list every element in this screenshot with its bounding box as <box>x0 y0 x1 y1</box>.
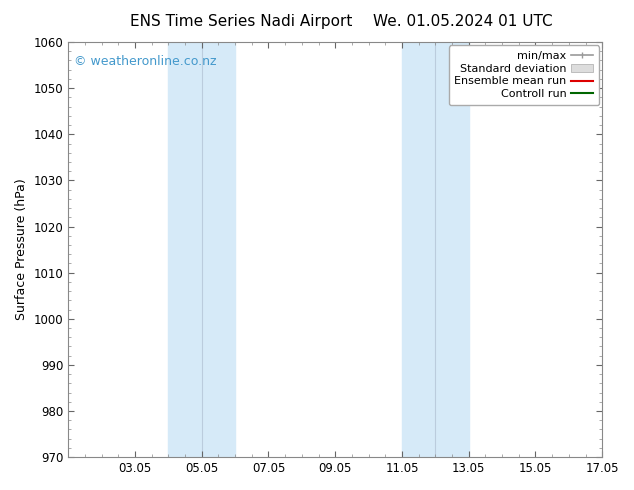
Legend: min/max, Standard deviation, Ensemble mean run, Controll run: min/max, Standard deviation, Ensemble me… <box>449 46 599 105</box>
Y-axis label: Surface Pressure (hPa): Surface Pressure (hPa) <box>15 179 28 320</box>
Text: We. 01.05.2024 01 UTC: We. 01.05.2024 01 UTC <box>373 14 553 29</box>
Bar <box>202 42 235 457</box>
Bar <box>436 42 469 457</box>
Text: © weatheronline.co.nz: © weatheronline.co.nz <box>74 54 216 68</box>
Text: ENS Time Series Nadi Airport: ENS Time Series Nadi Airport <box>130 14 352 29</box>
Bar <box>402 42 436 457</box>
Bar <box>168 42 202 457</box>
